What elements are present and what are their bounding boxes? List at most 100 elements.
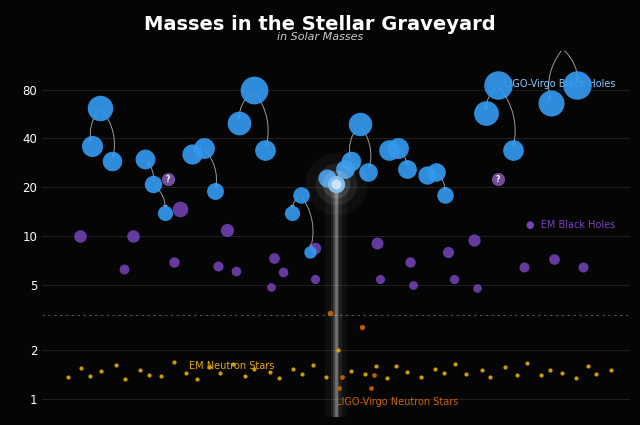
Point	[297, 370, 307, 377]
Point	[128, 233, 138, 240]
Point	[439, 370, 449, 377]
Text: EM Neutron Stars: EM Neutron Stars	[189, 360, 274, 371]
Point	[248, 87, 259, 94]
Point	[168, 358, 179, 365]
Point	[355, 121, 365, 128]
Point	[310, 275, 321, 282]
Point	[450, 360, 460, 367]
Text: ●  EM Black Holes: ● EM Black Holes	[527, 220, 616, 230]
Point	[234, 119, 244, 126]
Point	[181, 370, 191, 377]
Point	[360, 370, 370, 377]
Point	[111, 361, 121, 368]
Point	[62, 374, 72, 380]
Point	[76, 364, 86, 371]
Point	[340, 165, 350, 172]
Point	[331, 181, 341, 187]
Text: LIGO-Virgo Black Holes: LIGO-Virgo Black Holes	[504, 79, 616, 89]
Point	[148, 181, 159, 187]
Point	[472, 285, 483, 292]
Point	[333, 346, 343, 353]
Point	[493, 176, 503, 182]
Point	[198, 144, 209, 151]
Text: ?: ?	[166, 175, 170, 184]
Point	[266, 368, 276, 375]
Point	[381, 374, 392, 381]
Point	[401, 165, 412, 172]
Point	[144, 372, 154, 379]
Point	[357, 323, 367, 330]
Point	[337, 374, 347, 381]
Point	[536, 372, 546, 379]
Point	[583, 363, 593, 369]
Point	[274, 374, 284, 381]
Point	[107, 158, 117, 164]
Point	[443, 249, 453, 255]
Point	[260, 147, 271, 153]
Text: Masses in the Stellar Graveyard: Masses in the Stellar Graveyard	[144, 15, 496, 34]
Point	[508, 147, 518, 153]
Point	[431, 168, 441, 175]
Point	[175, 205, 185, 212]
Point	[557, 369, 567, 376]
Point	[204, 364, 214, 371]
Point	[96, 367, 106, 374]
Point	[331, 181, 341, 187]
Point	[135, 366, 145, 373]
Text: LIGO-Virgo Neutron Stars: LIGO-Virgo Neutron Stars	[336, 397, 458, 408]
Point	[546, 100, 556, 107]
Point	[422, 171, 433, 178]
Point	[384, 147, 394, 153]
Point	[548, 255, 559, 262]
Point	[163, 176, 173, 182]
Point	[331, 181, 341, 187]
Point	[266, 283, 276, 290]
Point	[75, 232, 85, 239]
Point	[296, 191, 306, 198]
Point	[461, 371, 472, 378]
Point	[95, 104, 106, 111]
Point	[310, 244, 321, 251]
Point	[500, 363, 510, 370]
Point	[119, 266, 129, 272]
Point	[325, 309, 335, 316]
Point	[481, 110, 492, 117]
Point	[191, 376, 202, 382]
Point	[369, 372, 380, 379]
Point	[440, 191, 450, 198]
Point	[375, 275, 385, 282]
Point	[606, 367, 616, 374]
Point	[408, 282, 418, 289]
Point	[86, 142, 97, 149]
Point	[404, 258, 415, 265]
Point	[393, 144, 403, 151]
Point	[512, 371, 522, 378]
Point	[578, 264, 588, 270]
Point	[416, 373, 426, 380]
Point	[213, 262, 223, 269]
Point	[570, 374, 580, 381]
Point	[572, 82, 582, 89]
Point	[169, 258, 179, 265]
Point	[85, 372, 95, 379]
Point	[391, 363, 401, 369]
Point	[346, 368, 356, 375]
Point	[403, 369, 413, 376]
Point	[493, 82, 503, 89]
Point	[591, 371, 602, 378]
Point	[187, 151, 197, 158]
Point	[366, 385, 376, 391]
Point	[156, 373, 166, 380]
Point	[476, 367, 486, 374]
Point	[269, 254, 279, 261]
Point	[519, 264, 529, 270]
Point	[545, 367, 556, 374]
Point	[322, 174, 332, 181]
Point	[469, 237, 479, 244]
Point	[120, 376, 130, 383]
Point	[331, 181, 341, 187]
Point	[371, 363, 381, 369]
Point	[231, 268, 241, 275]
Point	[484, 374, 495, 380]
Point	[321, 374, 331, 380]
